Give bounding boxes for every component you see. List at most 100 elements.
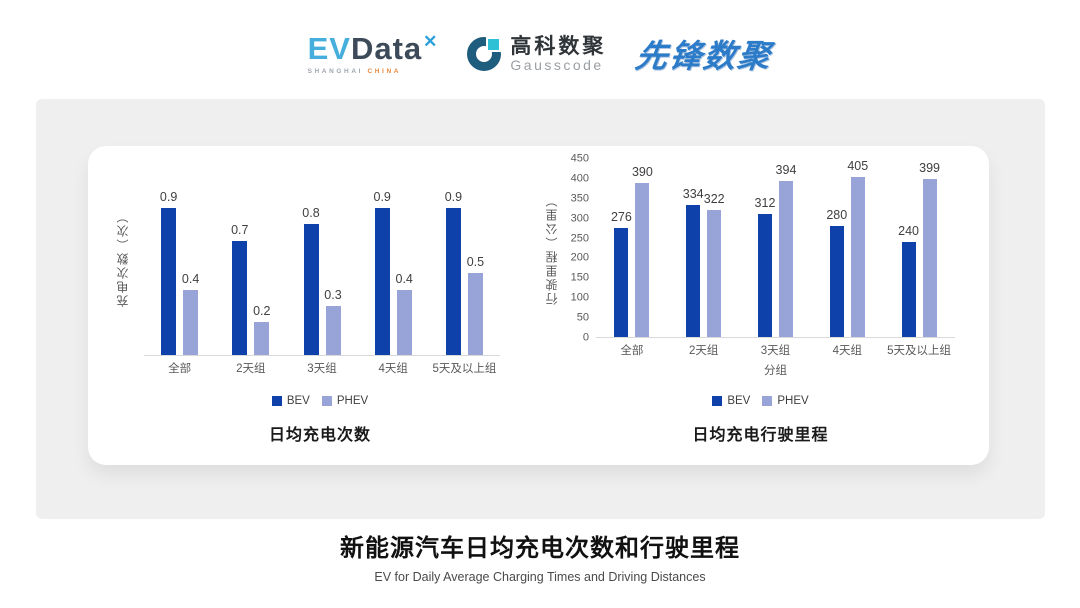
y-axis-tick-label: 150 (570, 271, 589, 284)
y-axis-tick-label: 300 (570, 212, 589, 225)
bar-value-label: 0.4 (181, 271, 200, 286)
bar-bev: 0.9 (374, 191, 391, 355)
bar-value-label: 0.5 (466, 255, 485, 270)
x-axis-category-labels: 全部 2天组 3天组 4天组 5天及以上组 (596, 338, 955, 362)
bar-value-label: 0.9 (159, 190, 178, 204)
bar-phev: 322 (704, 193, 725, 337)
legend-item-bev: BEV (271, 395, 310, 407)
bar-phev: 0.2 (253, 305, 270, 355)
evdata-wordmark: EVData✕ (308, 33, 438, 64)
bar-bev: 334 (683, 188, 704, 337)
bar-phev: 0.3 (324, 289, 342, 355)
bar-value-label: 399 (919, 161, 941, 176)
legend-swatch-phev (762, 396, 773, 406)
bar-bev: 0.9 (445, 191, 462, 355)
category-label: 5天及以上组 (432, 363, 497, 375)
bar-group: 280 405 (811, 159, 883, 337)
header-logos: EVData✕ SHANGHAI CHINA 高科数聚 Gausscode 先锋… (0, 18, 1080, 90)
bar-value-label: 394 (775, 163, 797, 178)
bar-group: 240 399 (883, 159, 955, 337)
bar-group: 334 322 (668, 159, 740, 337)
bar-group: 0.9 0.4 (358, 159, 429, 355)
bar-bev: 0.8 (302, 207, 320, 355)
legend-label: PHEV (336, 395, 369, 407)
bar-value-label: 0.4 (395, 271, 413, 286)
category-label: 4天组 (832, 345, 862, 357)
bar-value-label: 240 (898, 224, 920, 239)
bar-bev: 240 (898, 225, 919, 337)
evdata-logo: EVData✕ SHANGHAI CHINA (308, 33, 438, 75)
bar-phev: 0.4 (182, 273, 199, 355)
chart-daily-charging-times: 充电次数（次） 0.9 0.4 0.7 0.2 0.8 0.3 0.9 0.4 0.9 0.5 全… (100, 159, 540, 465)
y-axis-tick-label: 250 (570, 232, 589, 245)
bar-value-label: 0.9 (444, 190, 463, 204)
category-label: 全部 (168, 363, 192, 375)
bar-value-label: 0.2 (253, 304, 271, 319)
legend-label: PHEV (777, 395, 809, 407)
bar-value-label: 405 (847, 158, 869, 173)
category-label: 2天组 (688, 345, 719, 357)
bar-value-label: 322 (703, 191, 725, 206)
gausscode-en-text: Gausscode (510, 56, 604, 73)
category-label: 2天组 (236, 363, 266, 375)
chart-daily-driving-distance: 行驶里程（公里） 0 50 100 150 200 250 300 350 400 450 276… (540, 153, 981, 465)
legend-item-bev: BEV (712, 395, 750, 407)
bar-value-label: 0.9 (373, 190, 391, 204)
y-axis-tick-label: 450 (570, 152, 589, 165)
y-axis-tick-label: 350 (570, 192, 589, 205)
page-title: 新能源汽车日均充电次数和行驶里程 (340, 535, 740, 562)
y-axis-tick-label: 0 (582, 331, 589, 344)
bar-value-label: 280 (826, 208, 848, 223)
bar-group: 0.7 0.2 (215, 159, 286, 355)
pioneer-logo: 先锋数聚 (633, 38, 775, 74)
bar-value-label: 0.8 (302, 206, 320, 221)
plot-area: 276 390 334 322 312 394 280 405 240 399 (596, 159, 955, 338)
evdata-china-text: CHINA (367, 68, 402, 75)
footer: 新能源汽车日均充电次数和行驶里程 EV for Daily Average Ch… (0, 528, 1080, 584)
y-axis-tick-label: 50 (576, 311, 589, 324)
bar-group: 276 390 (596, 159, 668, 337)
category-label: 全部 (620, 345, 644, 357)
bar-value-label: 334 (682, 186, 704, 201)
bar-value-label: 0.7 (231, 222, 249, 237)
legend: BEV PHEV (100, 395, 540, 407)
bar-bev: 0.7 (231, 224, 248, 355)
y-axis-tick-label: 100 (570, 291, 589, 304)
x-axis-category-labels: 全部 2天组 3天组 4天组 5天及以上组 (144, 356, 500, 380)
chart-title: 日均充电行驶里程 (692, 427, 829, 444)
gausscode-logo: 高科数聚 Gausscode (467, 35, 606, 73)
gausscode-wordmark: 高科数聚 Gausscode (510, 35, 606, 73)
bar-phev: 0.5 (467, 256, 484, 355)
chart-body: 充电次数（次） 0.9 0.4 0.7 0.2 0.8 0.3 0.9 0.4 0.9 0.5 全… (100, 159, 540, 380)
chart-title: 日均充电次数 (268, 427, 371, 444)
category-label: 3天组 (760, 345, 791, 357)
category-label: 5天及以上组 (887, 345, 952, 357)
bar-value-label: 390 (631, 164, 653, 179)
bar-phev: 405 (847, 160, 868, 337)
evdata-subtext: SHANGHAI CHINA (308, 68, 401, 75)
evdata-ev-text: EV (307, 31, 351, 66)
bar-value-label: 276 (610, 209, 632, 224)
bar-group: 0.9 0.5 (429, 159, 500, 355)
plot-area: 0.9 0.4 0.7 0.2 0.8 0.3 0.9 0.4 0.9 0.5 (144, 159, 500, 356)
y-axis-tick-label: 200 (570, 251, 589, 264)
bar-group: 0.8 0.3 (286, 159, 357, 355)
bar-bev: 276 (611, 211, 632, 337)
y-axis-tick-label: 400 (570, 172, 589, 185)
legend-swatch-phev (321, 396, 332, 406)
legend-label: BEV (727, 395, 751, 407)
charts-card: 充电次数（次） 0.9 0.4 0.7 0.2 0.8 0.3 0.9 0.4 0.9 0.5 全… (88, 146, 989, 465)
bar-value-label: 312 (754, 195, 776, 210)
evdata-star-icon: ✕ (423, 32, 439, 51)
y-axis-ticks: 0 50 100 150 200 250 300 350 400 450 (562, 153, 596, 343)
y-axis-label-zone: 充电次数（次） (100, 159, 144, 356)
category-label: 3天组 (307, 363, 337, 375)
bar-bev: 0.9 (160, 191, 177, 355)
legend-label: BEV (286, 395, 310, 407)
page-subtitle: EV for Daily Average Charging Times and … (374, 570, 706, 584)
y-axis-label: 充电次数（次） (115, 208, 130, 307)
legend: BEV PHEV (540, 395, 981, 407)
x-axis-label: 分组 (764, 365, 787, 377)
plot-column: 0.9 0.4 0.7 0.2 0.8 0.3 0.9 0.4 0.9 0.5 全部 2天组 3天组 4… (144, 159, 540, 380)
